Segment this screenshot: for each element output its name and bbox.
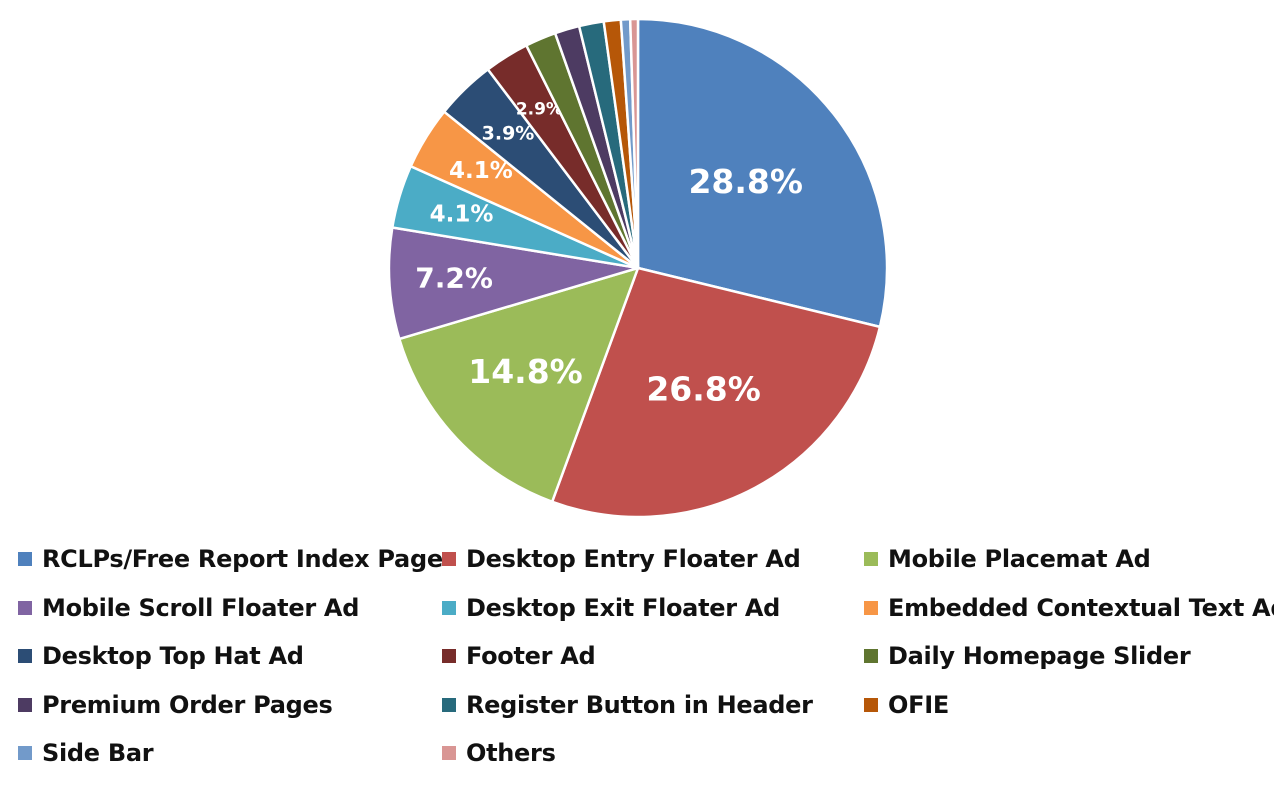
legend-swatch <box>18 697 32 712</box>
legend-swatch <box>18 600 32 615</box>
legend-label: RCLPs/Free Report Index Page <box>42 545 443 574</box>
legend-label: Side Bar <box>42 739 154 768</box>
legend: RCLPs/Free Report Index Page Desktop Entr… <box>18 535 1274 778</box>
pie-data-label-3: 7.2% <box>415 262 493 295</box>
pie-plot-area: 28.8% 26.8% 14.8% 7.2% 4.1% 4.1% 3.9% 2.9% <box>387 17 889 519</box>
legend-item: OFIE <box>864 691 1264 719</box>
legend-label: Register Button in Header <box>466 690 813 719</box>
legend-swatch <box>442 697 456 712</box>
legend-row: Mobile Scroll Floater Ad Desktop Exit Flo… <box>18 584 1274 633</box>
legend-swatch <box>864 552 878 567</box>
legend-item: Footer Ad <box>442 642 864 670</box>
legend-row: Premium Order Pages Register Button in He… <box>18 681 1274 730</box>
pie-slice-0 <box>636 17 889 329</box>
legend-swatch <box>442 746 456 761</box>
legend-swatch <box>864 649 878 664</box>
legend-swatch <box>18 649 32 664</box>
legend-item: Premium Order Pages <box>18 691 442 719</box>
legend-item: Desktop Entry Floater Ad <box>442 545 864 573</box>
legend-label: Others <box>466 739 556 768</box>
pie-data-label-6: 3.9% <box>482 122 535 144</box>
legend-label: Desktop Top Hat Ad <box>42 642 304 671</box>
pie-data-label-2: 14.8% <box>468 352 583 391</box>
legend-label: Daily Homepage Slider <box>888 642 1191 671</box>
legend-item: Mobile Scroll Floater Ad <box>18 594 442 622</box>
pie-data-label-4: 4.1% <box>430 201 494 227</box>
pie-data-label-7: 2.9% <box>516 99 563 119</box>
pie-slice-2 <box>398 266 640 503</box>
legend-label: Mobile Scroll Floater Ad <box>42 593 360 622</box>
legend-label: Embedded Contextual Text Ad <box>888 593 1274 622</box>
legend-item: Register Button in Header <box>442 691 864 719</box>
pie-slice-3 <box>387 226 640 341</box>
pie-slice-1 <box>550 266 882 519</box>
pie-slice-13 <box>628 17 640 270</box>
pie-data-label-1: 26.8% <box>646 370 761 409</box>
legend-swatch <box>442 552 456 567</box>
legend-swatch <box>442 600 456 615</box>
legend-item: Mobile Placemat Ad <box>864 545 1264 573</box>
legend-item: Daily Homepage Slider <box>864 642 1264 670</box>
legend-swatch <box>864 697 878 712</box>
legend-label: Desktop Entry Floater Ad <box>466 545 801 574</box>
legend-row: RCLPs/Free Report Index Page Desktop Entr… <box>18 535 1274 584</box>
legend-label: OFIE <box>888 690 949 719</box>
legend-item: Others <box>442 739 864 767</box>
legend-row: Side Bar Others <box>18 729 1274 778</box>
legend-item: RCLPs/Free Report Index Page <box>18 545 443 574</box>
pie-data-label-0: 28.8% <box>688 162 803 201</box>
legend-swatch <box>18 552 32 567</box>
legend-item: Desktop Top Hat Ad <box>18 642 442 670</box>
legend-label: Mobile Placemat Ad <box>888 545 1151 574</box>
legend-swatch <box>18 746 32 761</box>
legend-item: Embedded Contextual Text Ad <box>864 594 1274 622</box>
legend-label: Desktop Exit Floater Ad <box>466 593 780 622</box>
legend-swatch <box>442 649 456 664</box>
legend-item: Desktop Exit Floater Ad <box>442 594 864 622</box>
pie-data-label-5: 4.1% <box>449 158 513 184</box>
legend-swatch <box>864 600 878 615</box>
legend-label: Premium Order Pages <box>42 690 333 719</box>
legend-item: Side Bar <box>18 739 442 767</box>
legend-label: Footer Ad <box>466 642 596 671</box>
legend-row: Desktop Top Hat Ad Footer Ad Daily Homepag… <box>18 632 1274 681</box>
